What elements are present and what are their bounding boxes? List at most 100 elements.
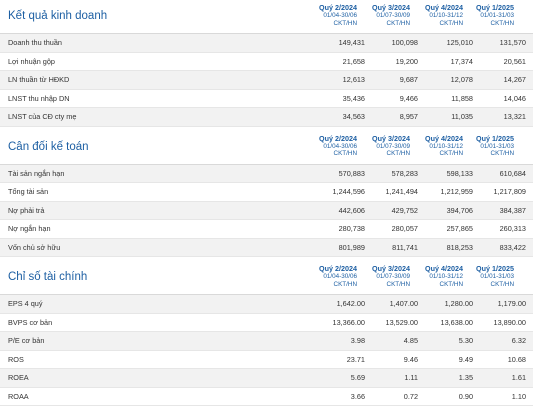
row-label: ROEA [8,369,29,387]
cell-value: 1.11 [358,369,418,387]
cell-value: 13,321 [466,108,526,126]
section-business-results: Kết quả kinh doanh Quý 2/2024 01/04-30/0… [0,0,533,127]
cell-value: 8,957 [358,108,418,126]
column-header-q3-2024: Quý 3/2024 01/07-30/09 CKT/HN [358,134,410,158]
section-header: Kết quả kinh doanh Quý 2/2024 01/04-30/0… [0,0,533,34]
column-header-q4-2024: Quý 4/2024 01/10-31/12 CKT/HN [411,134,463,158]
cell-value: 1,241,494 [358,183,418,201]
column-source: CKT/HN [305,150,357,158]
cell-value: 1.35 [413,369,473,387]
table-row: Nợ phải trả 442,606 429,752 394,706 384,… [0,202,533,221]
cell-value: 11,035 [413,108,473,126]
cell-value: 34,563 [305,108,365,126]
column-quarter: Quý 3/2024 [358,3,410,12]
row-label: P/E cơ bản [8,332,44,350]
table-row: P/E cơ bản 3.98 4.85 5.30 6.32 [0,332,533,351]
cell-value: 125,010 [413,34,473,52]
column-quarter: Quý 3/2024 [358,264,410,273]
cell-value: 12,613 [305,71,365,89]
cell-value: 3.98 [305,332,365,350]
column-source: CKT/HN [462,281,514,289]
cell-value: 1.10 [466,388,526,406]
column-header-q2-2024: Quý 2/2024 01/04-30/06 CKT/HN [305,3,357,27]
row-label: LNST của CĐ cty mẹ [8,108,76,126]
column-header-q3-2024: Quý 3/2024 01/07-30/09 CKT/HN [358,3,410,27]
column-range: 01/01-31/03 [462,143,514,151]
row-label: Lợi nhuận gộp [8,53,55,71]
table-row: BVPS cơ bản 13,366.00 13,529.00 13,638.0… [0,314,533,333]
cell-value: 1.61 [466,369,526,387]
cell-value: 1,179.00 [466,295,526,313]
cell-value: 1,212,959 [413,183,473,201]
table-row: ROAA 3.66 0.72 0.90 1.10 [0,388,533,406]
column-source: CKT/HN [411,281,463,289]
cell-value: 598,133 [413,165,473,183]
column-quarter: Quý 2/2024 [305,134,357,143]
cell-value: 14,046 [466,90,526,108]
column-quarter: Quý 2/2024 [305,264,357,273]
row-label: Doanh thu thuần [8,34,62,52]
cell-value: 257,865 [413,220,473,238]
table-row: Vốn chủ sở hữu 801,989 811,741 818,253 8… [0,239,533,258]
row-label: ROAA [8,388,29,406]
row-label: ROS [8,351,24,369]
column-range: 01/07-30/09 [358,143,410,151]
column-quarter: Quý 4/2024 [411,134,463,143]
cell-value: 1,280.00 [413,295,473,313]
column-range: 01/01-31/03 [462,273,514,281]
column-range: 01/07-30/09 [358,273,410,281]
section-title[interactable]: Chỉ số tài chính [8,271,87,283]
column-source: CKT/HN [411,150,463,158]
cell-value: 384,387 [466,202,526,220]
column-quarter: Quý 1/2025 [462,134,514,143]
column-range: 01/10-31/12 [411,143,463,151]
section-title[interactable]: Cân đối kế toán [8,141,89,153]
column-source: CKT/HN [358,20,410,28]
column-header-q1-2025: Quý 1/2025 01/01-31/03 CKT/HN [462,3,514,27]
table-row: Doanh thu thuần 149,431 100,098 125,010 … [0,34,533,53]
column-range: 01/07-30/09 [358,12,410,20]
row-label: Vốn chủ sở hữu [8,239,60,257]
cell-value: 280,738 [305,220,365,238]
cell-value: 6.32 [466,332,526,350]
column-quarter: Quý 4/2024 [411,264,463,273]
section-header: Chỉ số tài chính Quý 2/2024 01/04-30/06 … [0,261,533,295]
column-header-q4-2024: Quý 4/2024 01/10-31/12 CKT/HN [411,264,463,288]
column-range: 01/10-31/12 [411,273,463,281]
cell-value: 260,313 [466,220,526,238]
cell-value: 19,200 [358,53,418,71]
column-quarter: Quý 4/2024 [411,3,463,12]
column-header-q4-2024: Quý 4/2024 01/10-31/12 CKT/HN [411,3,463,27]
cell-value: 610,684 [466,165,526,183]
cell-value: 570,883 [305,165,365,183]
cell-value: 35,436 [305,90,365,108]
cell-value: 5.30 [413,332,473,350]
table-row: Nợ ngắn hạn 280,738 280,057 257,865 260,… [0,220,533,239]
cell-value: 13,890.00 [466,314,526,332]
section-financial-ratios: Chỉ số tài chính Quý 2/2024 01/04-30/06 … [0,261,533,406]
cell-value: 0.90 [413,388,473,406]
column-source: CKT/HN [305,281,357,289]
cell-value: 13,529.00 [358,314,418,332]
table-row: ROEA 5.69 1.11 1.35 1.61 [0,369,533,388]
cell-value: 100,098 [358,34,418,52]
table-row: Tài sản ngắn hạn 570,883 578,283 598,133… [0,165,533,184]
section-title[interactable]: Kết quả kinh doanh [8,10,107,22]
column-quarter: Quý 2/2024 [305,3,357,12]
cell-value: 4.85 [358,332,418,350]
cell-value: 12,078 [413,71,473,89]
cell-value: 1,407.00 [358,295,418,313]
table-row: Tổng tài sản 1,244,596 1,241,494 1,212,9… [0,183,533,202]
column-header-q2-2024: Quý 2/2024 01/04-30/06 CKT/HN [305,264,357,288]
cell-value: 429,752 [358,202,418,220]
column-range: 01/04-30/06 [305,273,357,281]
column-range: 01/04-30/06 [305,12,357,20]
cell-value: 1,642.00 [305,295,365,313]
column-source: CKT/HN [411,20,463,28]
cell-value: 818,253 [413,239,473,257]
cell-value: 3.66 [305,388,365,406]
column-quarter: Quý 3/2024 [358,134,410,143]
table-row: LNST thu nhập DN 35,436 9,466 11,858 14,… [0,90,533,109]
column-header-q1-2025: Quý 1/2025 01/01-31/03 CKT/HN [462,264,514,288]
column-header-q2-2024: Quý 2/2024 01/04-30/06 CKT/HN [305,134,357,158]
